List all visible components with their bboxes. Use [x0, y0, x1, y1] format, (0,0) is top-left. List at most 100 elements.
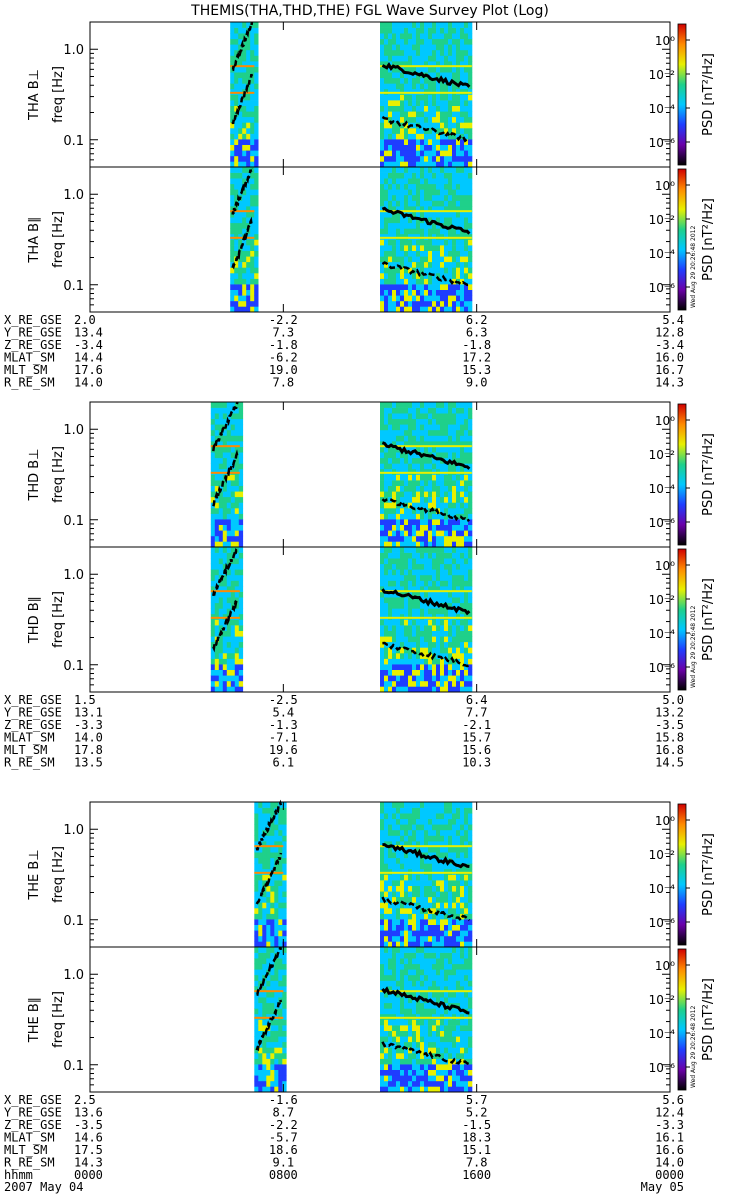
spectrogram-cell	[460, 602, 465, 609]
spectrogram-cell	[432, 105, 437, 112]
spectrogram-cell	[408, 1025, 413, 1031]
spectrogram-cell	[436, 930, 441, 937]
spectrogram-cell	[266, 1002, 271, 1009]
spectrogram-cell	[440, 172, 445, 179]
spectrogram-cell	[432, 829, 437, 836]
spectrogram-cell	[444, 167, 449, 173]
spectrogram-cell	[400, 653, 405, 659]
spectrogram-cell	[420, 569, 425, 576]
spectrogram-cell	[448, 552, 453, 559]
spectrogram-cell	[226, 619, 232, 626]
spectrogram-cell	[412, 924, 417, 931]
spectrogram-cell	[440, 641, 445, 648]
spectrogram-cell	[456, 924, 461, 931]
spectrogram-cell	[210, 413, 216, 420]
spectrogram-cell	[380, 183, 385, 190]
spectrogram-cell	[388, 150, 393, 157]
spectrogram-cell	[460, 669, 465, 676]
spectrogram-cell	[400, 902, 405, 909]
spectrogram-cell	[436, 813, 441, 820]
spectrogram-cell	[416, 278, 421, 285]
spectrogram-cell	[436, 524, 441, 531]
spectrogram-cell	[408, 116, 413, 123]
orbit-row-name: X_RE_GSE	[4, 313, 62, 327]
spectrogram-cell	[416, 1069, 421, 1076]
orbit-row-value: -1.8	[269, 338, 298, 352]
spectrogram-cell	[456, 27, 461, 34]
spectrogram-cell	[432, 513, 437, 520]
spectrogram-cell	[428, 402, 433, 408]
spectrogram-cell	[218, 474, 224, 481]
spectrogram-cell	[440, 178, 445, 185]
spectrogram-cell	[400, 1030, 405, 1037]
spectrogram-cell	[396, 289, 401, 296]
spectrogram-cell	[222, 602, 228, 609]
spectrogram-cell	[380, 1080, 385, 1087]
spectrogram-cell	[396, 284, 401, 290]
spectrogram-cell	[444, 200, 449, 207]
spectrogram-cell	[428, 686, 433, 693]
spectrogram-cell	[436, 491, 441, 498]
spectrogram-cell	[432, 974, 437, 981]
spectrogram-cell	[436, 306, 441, 313]
spectrogram-cell	[278, 841, 283, 847]
spectrogram-cell	[278, 852, 283, 859]
spectrogram-cell	[444, 829, 449, 836]
spectrogram-cell	[400, 38, 405, 45]
colorbar-tick-label: 10⁰	[655, 414, 675, 428]
spectrogram-cell	[380, 658, 385, 665]
spectrogram-cell	[404, 880, 409, 886]
spectrogram-cell	[254, 178, 259, 185]
spectrogram-cell	[452, 239, 457, 246]
orbit-row-value: 15.8	[655, 731, 684, 745]
spectrogram-cell	[380, 829, 385, 836]
spectrogram-cell	[250, 289, 255, 296]
spectrogram-cell	[424, 958, 429, 965]
spectrogram-cell	[242, 122, 247, 129]
spectrogram-cell	[468, 586, 473, 592]
spectrogram-cell	[270, 1058, 275, 1065]
spectrogram-cell	[456, 452, 461, 459]
spectrogram-cell	[404, 602, 409, 609]
spectrogram-cell	[416, 880, 421, 886]
spectrogram-cell	[210, 580, 216, 587]
spectrogram-cell	[460, 407, 465, 414]
spectrogram-cell	[282, 880, 287, 886]
spectrogram-cell	[448, 496, 453, 503]
spectrogram-cell	[380, 228, 385, 235]
spectrogram-cell	[424, 155, 429, 162]
spectrogram-cell	[416, 474, 421, 481]
spectrogram-cell	[210, 429, 216, 436]
spectrogram-cell	[412, 680, 417, 687]
spectrogram-cell	[392, 44, 397, 51]
spectrogram-cell	[404, 1025, 409, 1031]
spectrogram-cell	[412, 194, 417, 201]
spectrogram-cell	[384, 913, 389, 920]
spectrogram-cell	[250, 261, 255, 268]
spectrogram-cell	[428, 563, 433, 570]
spectrogram-cell	[226, 441, 232, 447]
spectrogram-cell	[416, 485, 421, 492]
spectrogram-cell	[440, 885, 445, 892]
spectrogram-cell	[432, 189, 437, 196]
spectrogram-cell	[392, 513, 397, 520]
spectrogram-cell	[380, 167, 385, 173]
spectrogram-cell	[464, 846, 469, 853]
spectrogram-cell	[468, 574, 473, 581]
spectrogram-cell	[424, 122, 429, 129]
spectrogram-cell	[388, 919, 393, 925]
spectrogram-cell	[242, 94, 247, 101]
spectrogram-cell	[218, 586, 224, 592]
spectrogram-cell	[238, 61, 243, 67]
spectrogram-cell	[460, 429, 465, 436]
spectrogram-cell	[440, 211, 445, 218]
spectrogram-cell	[412, 300, 417, 307]
spectrogram-cell	[436, 991, 441, 998]
spectrogram-cell	[404, 524, 409, 531]
spectrogram-cell	[468, 44, 473, 51]
spectrogram-cell	[250, 100, 255, 106]
spectrogram-cell	[412, 250, 417, 257]
spectrogram-cell	[388, 813, 393, 820]
spectrogram-cell	[282, 969, 287, 976]
